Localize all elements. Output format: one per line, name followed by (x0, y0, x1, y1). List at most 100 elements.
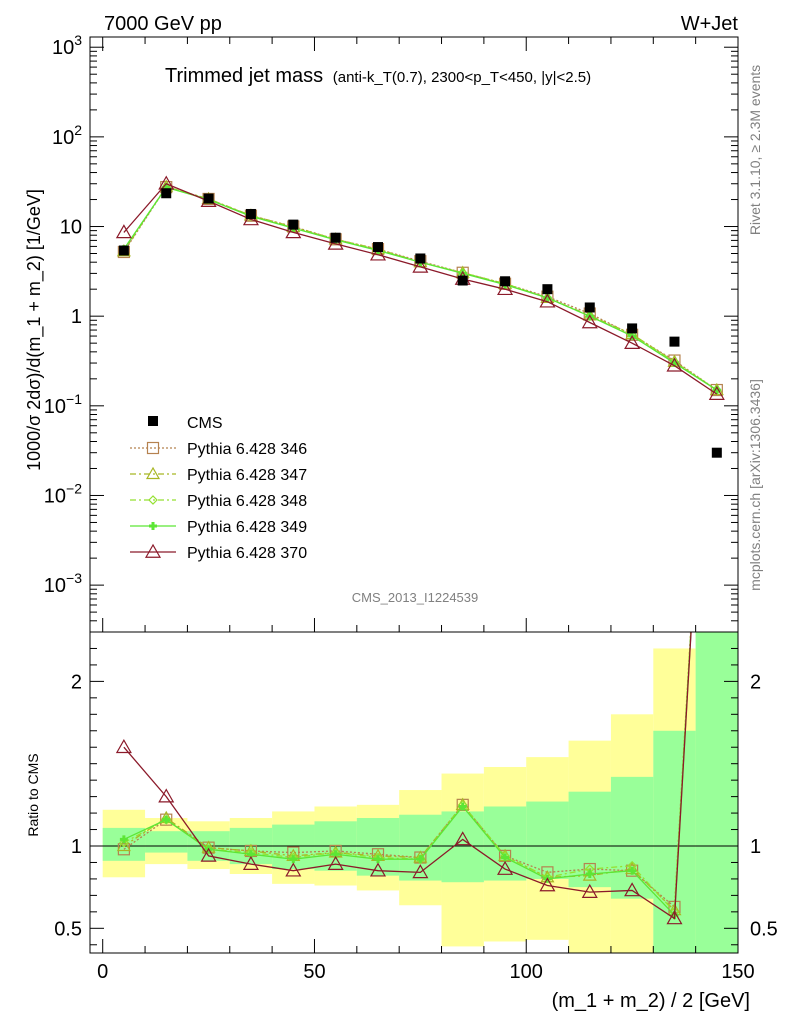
legend-marker (149, 522, 157, 530)
chart-title-sub: (anti-k_T(0.7), 2300<p_T<450, |y|<2.5) (333, 69, 591, 86)
uncertainty-band-stat (610, 776, 654, 899)
ratio-data-point (374, 855, 382, 864)
data-point (327, 235, 344, 250)
legend-marker (144, 543, 162, 558)
ratio-data-point (119, 835, 128, 844)
ratio-data-point (454, 831, 471, 846)
y-tick-label-exponent: −1 (66, 391, 82, 407)
ratio-data-point (158, 788, 175, 803)
data-point (624, 334, 641, 350)
series-line (123, 182, 718, 395)
ratio-data-point (539, 877, 556, 892)
ratio-data-point (289, 855, 298, 864)
ratio-data-point (115, 739, 132, 754)
ratio-data-point (710, 181, 724, 193)
cms-data-point (627, 323, 638, 334)
uncertainty-band-stat (526, 801, 569, 879)
ratio-data-point (285, 862, 302, 877)
legend-marker (146, 441, 160, 455)
legend-marker (148, 495, 158, 505)
data-point (412, 258, 429, 273)
cms-data-point (457, 275, 468, 286)
data-point (369, 246, 387, 261)
ratio-data-point (162, 815, 171, 824)
data-point (666, 357, 683, 372)
ratio-data-point (416, 855, 425, 864)
ratio-data-point (119, 837, 129, 848)
data-point (285, 224, 302, 239)
data-point (581, 314, 598, 329)
analysis-id: CMS_2013_I1224539 (352, 590, 479, 605)
ratio-data-point (581, 883, 598, 898)
y-tick-label-exponent: −3 (66, 570, 82, 586)
legend-marker (145, 466, 161, 480)
ratio-data-point (458, 802, 467, 811)
cms-data-point (584, 302, 595, 313)
cms-data-point (711, 447, 722, 458)
cms-data-point (373, 242, 383, 253)
main-panel-frame (89, 36, 739, 633)
uncertainty-band-stat (483, 806, 527, 881)
ratio-data-point (585, 869, 594, 878)
data-point (497, 280, 514, 296)
ratio-data-point (200, 847, 217, 862)
cms-data-point (500, 276, 511, 287)
ratio-series-line (123, 632, 692, 920)
mcplots-label: mcplots.cern.ch [arXiv:1306.3436] (747, 379, 763, 591)
ratio-y-tick-label: 0.5 (54, 918, 82, 940)
main-plot-area (115, 175, 725, 458)
legend-marker (148, 416, 158, 426)
legend-label: Pythia 6.428 348 (187, 493, 307, 510)
ratio-data-point (713, 184, 721, 192)
rivet-label: Rivet 3.1.10, ≥ 2.3M events (747, 65, 763, 235)
energy-label: 7000 GeV pp (104, 13, 222, 35)
y-tick-label-base: 10 (44, 485, 66, 507)
y-tick-label-exponent: −2 (66, 480, 82, 496)
ratio-y-tick-label: 1 (750, 836, 761, 858)
y-tick-label: 10−1 (44, 391, 82, 418)
uncertainty-band-stat (145, 831, 188, 853)
series-line (123, 186, 718, 391)
uncertainty-band-stat (356, 818, 400, 876)
ratio-plot-area (90, 181, 738, 953)
x-tick-label: 50 (303, 961, 325, 983)
main-y-axis-label: 1000/σ 2dσ)/d(m_1 + m_2) [1/GeV] (24, 189, 45, 471)
data-point (539, 293, 556, 308)
ratio-series-line (123, 632, 692, 912)
x-tick-label: 0 (97, 961, 108, 983)
cms-data-point (203, 193, 214, 204)
ratio-data-point (160, 813, 173, 826)
y-tick-label: 10−3 (44, 570, 82, 597)
series-line (123, 186, 718, 391)
y-tick-label-exponent: 2 (74, 122, 82, 138)
data-point (115, 224, 132, 239)
y-tick-label: 1 (71, 306, 82, 328)
x-tick-label: 150 (721, 961, 754, 983)
chart-title: Trimmed jet mass (anti-k_T(0.7), 2300<p_… (165, 65, 591, 87)
ratio-data-point (711, 182, 723, 193)
cms-data-point (118, 245, 129, 256)
chart-title-main: Trimmed jet mass (165, 65, 323, 87)
cms-data-point (669, 336, 680, 347)
legend-label: Pythia 6.428 370 (187, 545, 307, 562)
legend-label: Pythia 6.428 346 (187, 441, 307, 458)
ratio-data-point (624, 882, 641, 897)
uncertainty-band-stat (695, 632, 738, 953)
cms-data-point (542, 284, 553, 295)
ratio-y-tick-label: 1 (71, 836, 82, 858)
legend-label: Pythia 6.428 347 (187, 467, 307, 484)
process-label: W+Jet (681, 13, 739, 35)
cms-data-point (330, 232, 341, 243)
y-tick-label-base: 10 (44, 575, 66, 597)
ratio-data-point (666, 910, 683, 925)
data-point (708, 385, 725, 400)
ratio-data-point (501, 853, 510, 862)
y-tick-label: 102 (52, 122, 82, 149)
cms-data-point (245, 208, 256, 219)
y-tick-label-base: 10 (44, 396, 66, 418)
y-tick-label: 10 (60, 217, 82, 239)
cms-data-point (415, 253, 426, 264)
ratio-data-point (497, 860, 514, 875)
ratio-y-tick-label: 2 (750, 671, 761, 693)
ratio-data-point (713, 184, 721, 192)
